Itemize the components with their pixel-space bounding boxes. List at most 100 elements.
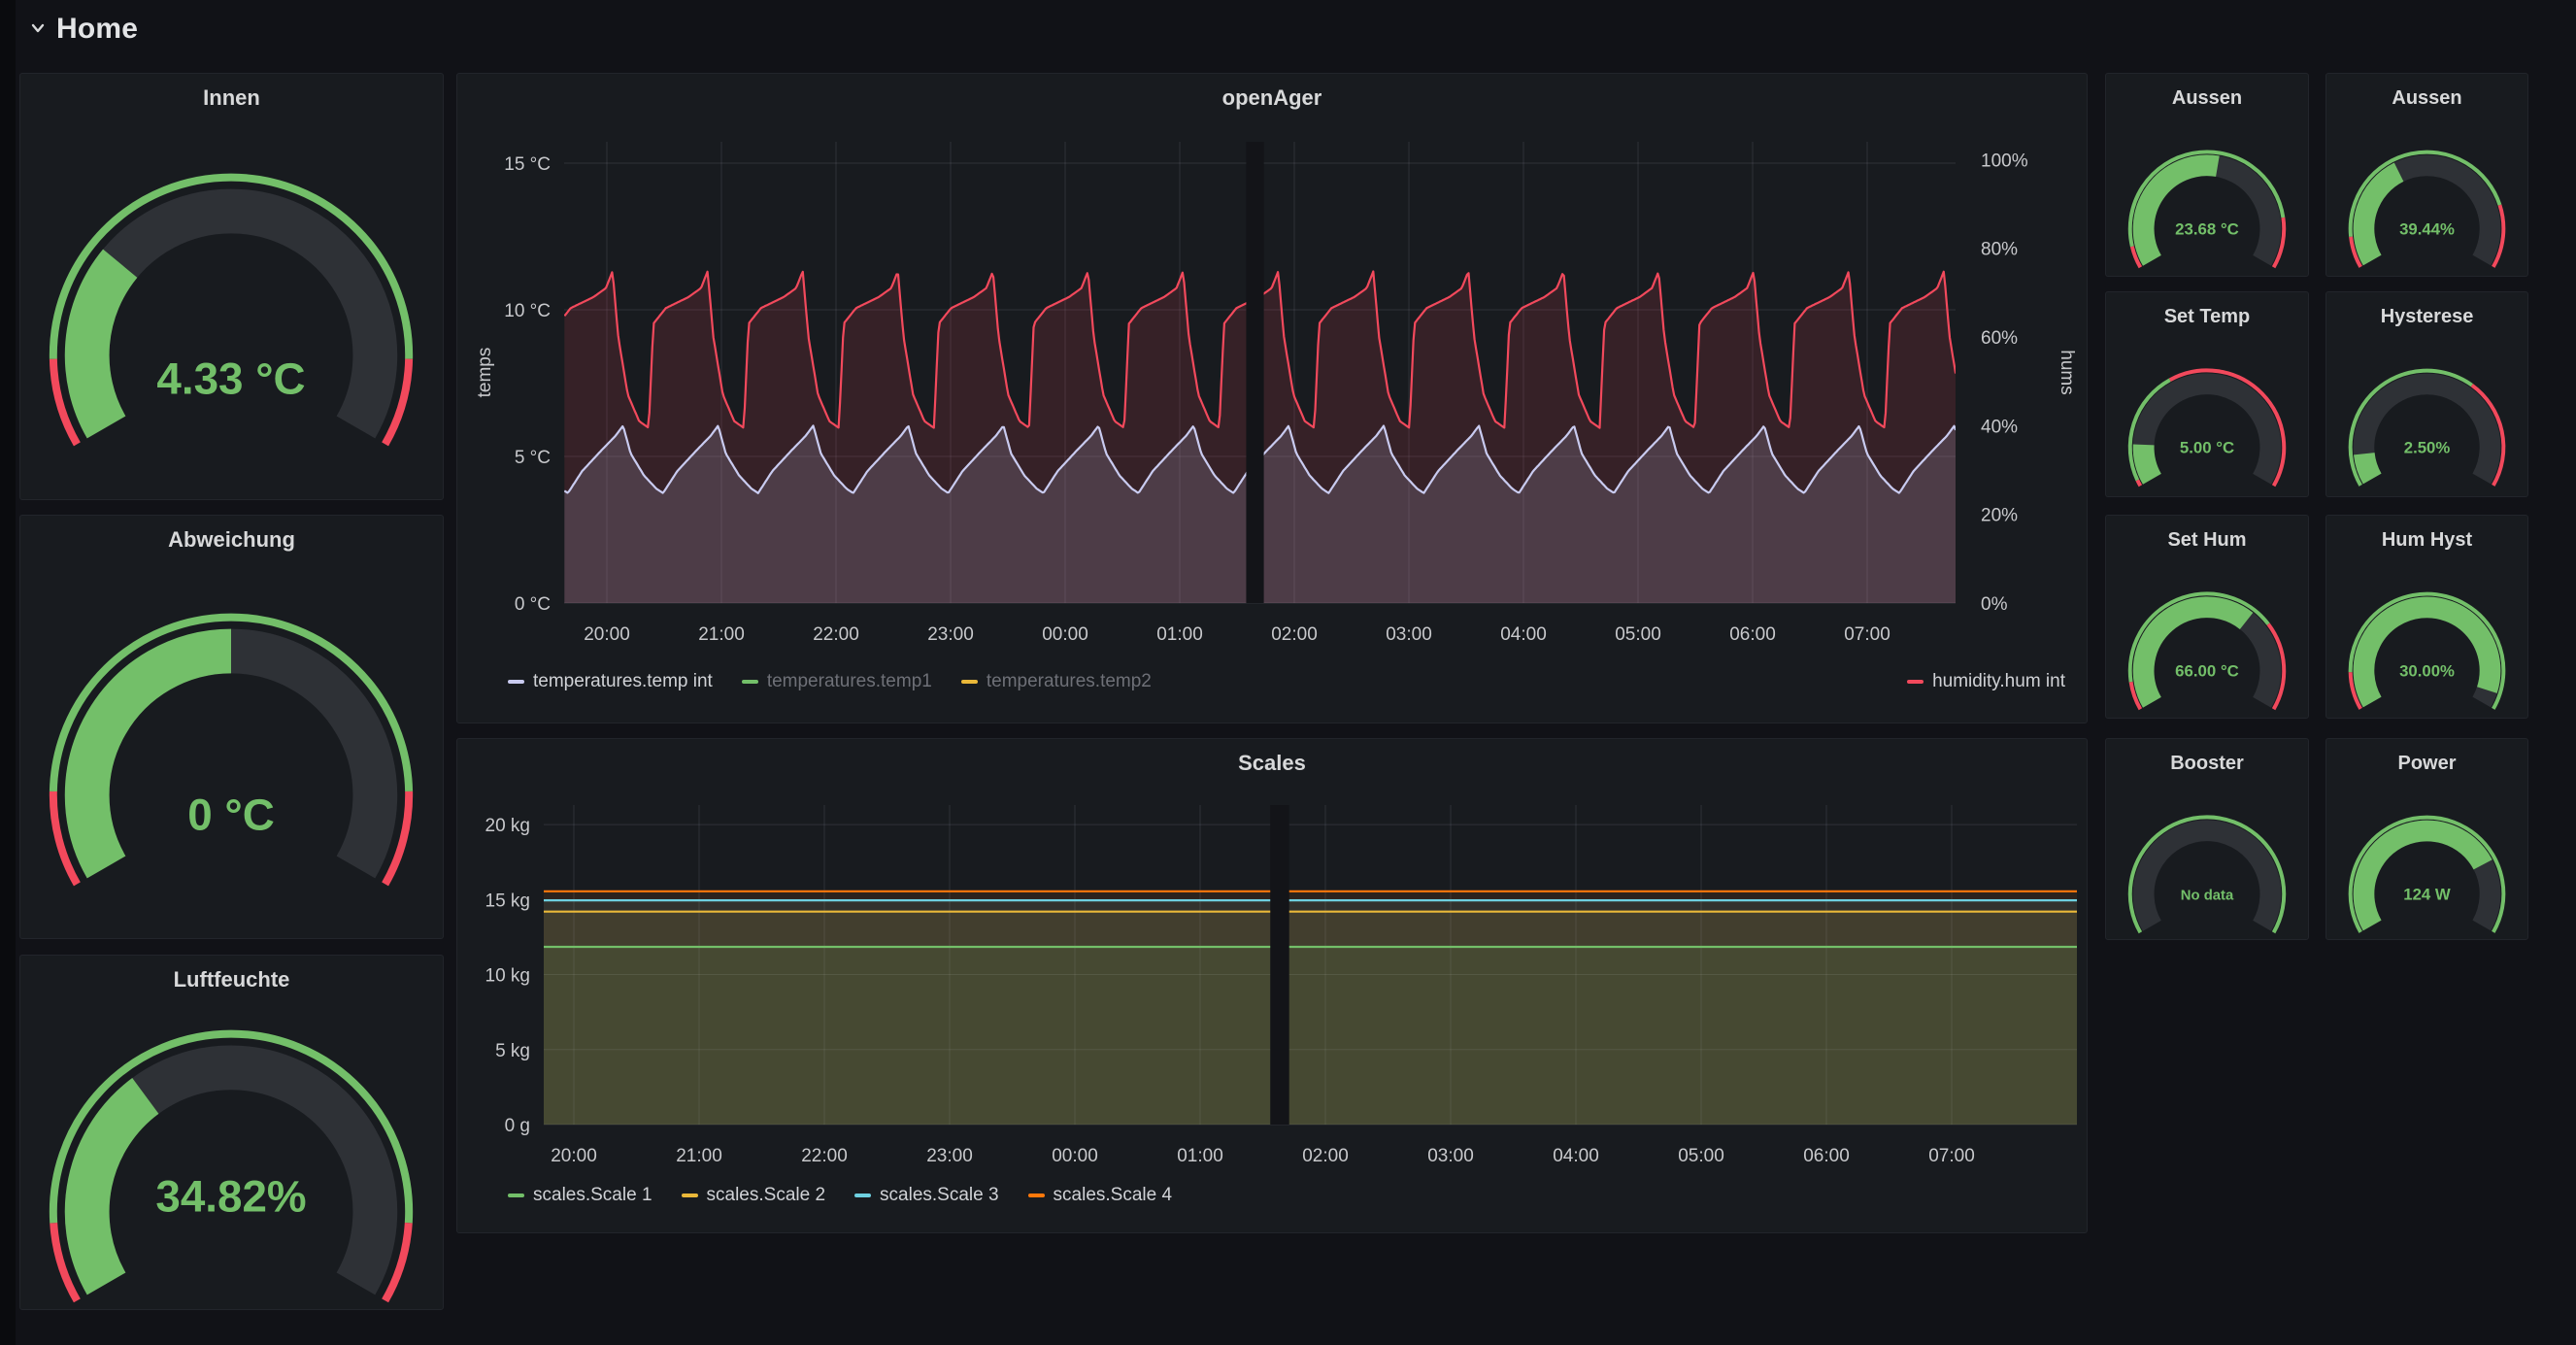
panel-abweichung: Abweichung 0 °C (19, 515, 444, 939)
svg-text:00:00: 00:00 (1052, 1146, 1098, 1166)
legend-item[interactable]: scales.Scale 1 (508, 1185, 652, 1206)
dashboard-header: Home (16, 0, 2576, 58)
svg-text:05:00: 05:00 (1615, 624, 1661, 645)
gauge-luftfeuchte: 34.82% (20, 1004, 443, 1305)
panel-hysterese: Hysterese 2.50% (2325, 291, 2528, 497)
series-lines (544, 890, 2077, 1125)
svg-text:100%: 100% (1981, 151, 2028, 171)
gauge-value: 34.82% (155, 1172, 306, 1222)
y-axis-title-left: temps (475, 348, 495, 398)
timeseries-openager[interactable]: 0 °C 5 °C 10 °C 15 °C 0% 20% 40% 60% 80% 100% temp… (457, 74, 2089, 729)
svg-text:21:00: 21:00 (698, 624, 745, 645)
legend-series-label: scales.Scale 1 (533, 1185, 652, 1205)
legend-item[interactable]: temperatures.temp1 (741, 671, 932, 692)
x-axis-labels: 20:00 21:00 22:00 23:00 00:00 01:00 02:00 03:00… (551, 1146, 1975, 1166)
timeseries-scales[interactable]: 0 g 5 kg 10 kg 15 kg 20 kg 20:00 21:00 22:00 23:… (457, 739, 2089, 1239)
gauge-hysterese: 2.50% (2326, 331, 2527, 491)
gauge-value: 66.00 °C (2175, 662, 2239, 681)
svg-text:20:00: 20:00 (584, 624, 630, 645)
legend-series-label: scales.Scale 4 (1053, 1185, 1173, 1205)
svg-text:05:00: 05:00 (1678, 1146, 1724, 1166)
legend-series-marker-icon (1027, 1194, 1045, 1197)
gridlines (544, 805, 2077, 1126)
gauge-value: 39.44% (2399, 219, 2455, 238)
gauge-value: 124 W (2403, 885, 2451, 903)
gauge-booster: No data (2106, 778, 2308, 938)
legend-series-marker-icon (1907, 680, 1924, 684)
legend-series-marker-icon (508, 1194, 524, 1197)
svg-text:5 kg: 5 kg (495, 1041, 530, 1061)
panel-title[interactable]: Power (2397, 753, 2457, 774)
svg-text:01:00: 01:00 (1177, 1146, 1223, 1166)
row-collapse-toggle[interactable]: Home (29, 13, 138, 46)
data-gap-band (1270, 805, 1289, 1125)
gauge-hum-hyst: 30.00% (2326, 555, 2527, 715)
gauge-value: 30.00% (2399, 661, 2455, 680)
panel-title[interactable]: Abweichung (168, 527, 295, 552)
svg-text:10 kg: 10 kg (485, 966, 530, 987)
legend-item[interactable]: humidity.hum int (1907, 671, 2065, 692)
panel-luftfeuchte: Luftfeuchte 34.82% (19, 955, 444, 1310)
svg-text:07:00: 07:00 (1928, 1146, 1975, 1166)
legend-item[interactable]: temperatures.temp int (508, 671, 713, 692)
panel-title[interactable]: Aussen (2392, 87, 2462, 109)
gauge-innen: 4.33 °C (20, 122, 443, 495)
svg-text:20%: 20% (1981, 506, 2018, 526)
svg-text:21:00: 21:00 (676, 1146, 722, 1166)
panel-booster: Booster No data (2105, 738, 2309, 940)
data-gap-band (1246, 142, 1264, 603)
panel-title[interactable]: Innen (203, 85, 260, 110)
svg-text:80%: 80% (1981, 240, 2018, 260)
svg-text:0 °C: 0 °C (515, 594, 551, 615)
gauge-aussen-hum: 39.44% (2326, 113, 2527, 273)
svg-text:5 °C: 5 °C (515, 448, 551, 468)
legend-item[interactable]: scales.Scale 4 (1027, 1185, 1173, 1206)
legend-series-label: scales.Scale 3 (880, 1185, 999, 1205)
legend-series-label: humidity.hum int (1932, 671, 2065, 691)
panel-hum-hyst: Hum Hyst 30.00% (2325, 515, 2528, 719)
svg-text:20:00: 20:00 (551, 1146, 597, 1166)
panel-title[interactable]: Aussen (2171, 87, 2243, 109)
svg-text:23:00: 23:00 (926, 1146, 973, 1166)
svg-text:20 kg: 20 kg (485, 816, 530, 836)
legend-series-marker-icon (854, 1194, 872, 1197)
svg-text:02:00: 02:00 (1302, 1146, 1349, 1166)
panel-title[interactable]: Booster (2170, 753, 2244, 774)
legend-item[interactable]: scales.Scale 2 (681, 1185, 825, 1206)
svg-text:06:00: 06:00 (1729, 624, 1776, 645)
legend-series-marker-icon (960, 680, 978, 684)
x-axis-labels: 20:00 21:00 22:00 23:00 00:00 01:00 02:00 03:00… (584, 624, 1890, 645)
panel-title[interactable]: Hysterese (2380, 306, 2474, 327)
panel-innen: Innen 4.33 °C (19, 73, 444, 500)
gauge-value: 23.68 °C (2175, 220, 2239, 239)
gauge-value: 2.50% (2404, 438, 2451, 456)
legend-series-marker-icon (741, 680, 758, 684)
svg-text:22:00: 22:00 (813, 624, 859, 645)
gauge-aussen-temp: 23.68 °C (2106, 113, 2308, 273)
panel-title[interactable]: openAger (1221, 85, 1322, 110)
svg-text:23:00: 23:00 (927, 624, 974, 645)
legend-series-marker-icon (681, 1194, 698, 1197)
legend-series-label: temperatures.temp int (533, 671, 713, 691)
panel-title[interactable]: Scales (1238, 751, 1306, 775)
legend-scales: scales.Scale 1 scales.Scale 2 scales.Scale… (508, 1178, 2065, 1213)
panel-power: Power 124 W (2325, 738, 2528, 940)
y-axis-labels-left: 0 g 5 kg 10 kg 15 kg 20 kg (485, 816, 530, 1136)
legend-series-label: temperatures.temp2 (986, 671, 1152, 691)
gauge-value: 5.00 °C (2180, 439, 2234, 457)
gauge-value: 4.33 °C (156, 354, 305, 404)
legend-item[interactable]: scales.Scale 3 (854, 1185, 999, 1206)
legend-series-label: temperatures.temp1 (766, 671, 932, 691)
panel-title[interactable]: Set Hum (2167, 529, 2247, 551)
legend-series-marker-icon (508, 680, 524, 684)
legend-item[interactable]: temperatures.temp2 (960, 671, 1152, 692)
svg-text:02:00: 02:00 (1271, 624, 1318, 645)
svg-text:04:00: 04:00 (1553, 1146, 1599, 1166)
svg-text:0 g: 0 g (505, 1116, 530, 1136)
panel-title[interactable]: Set Temp (2163, 306, 2251, 327)
gauge-set-temp: 5.00 °C (2106, 331, 2308, 491)
gauge-value: No data (2181, 889, 2234, 904)
panel-title[interactable]: Luftfeuchte (173, 967, 290, 992)
panel-title[interactable]: Hum Hyst (2381, 529, 2473, 551)
